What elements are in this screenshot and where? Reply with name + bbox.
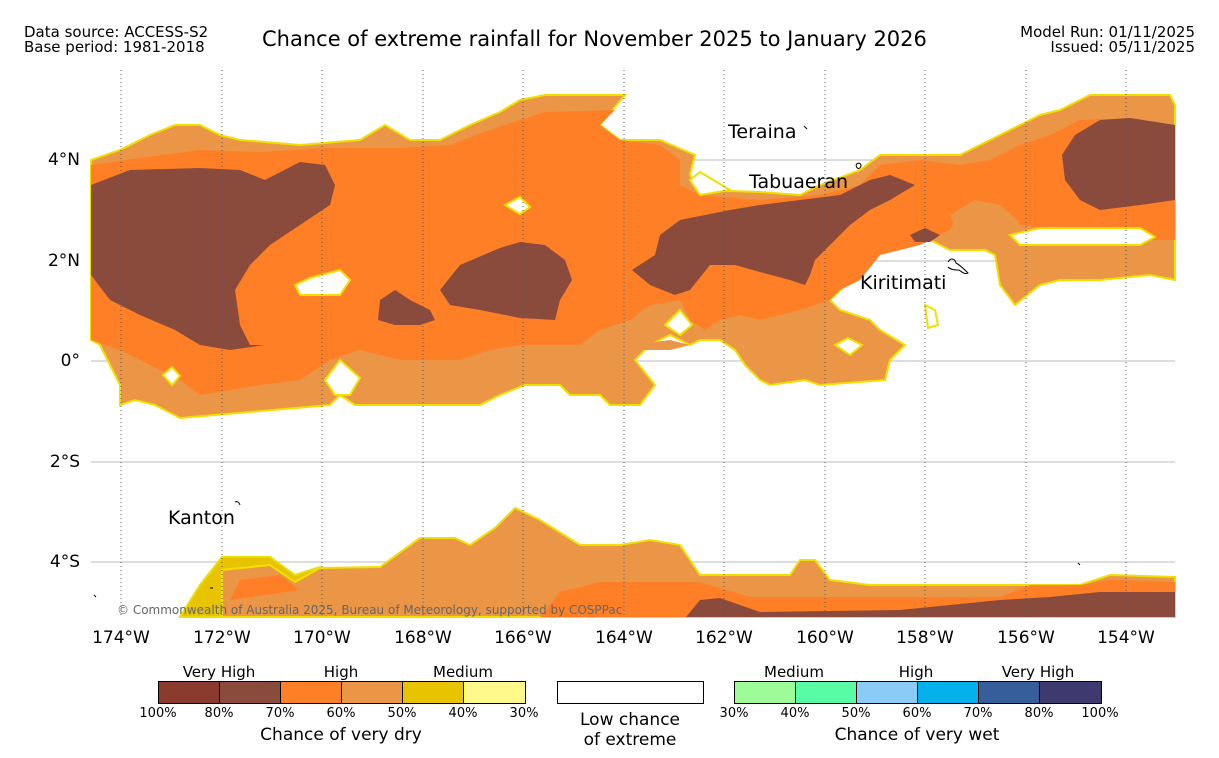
dry-tick: 30% — [509, 706, 539, 721]
dry-tick: 70% — [265, 706, 295, 721]
wet-tick: 40% — [780, 706, 810, 721]
lat-label-0: 0° — [60, 351, 80, 371]
base-period: Base period: 1981-2018 — [24, 38, 205, 56]
dry-legend-title: Chance of very dry — [260, 725, 422, 745]
wet-swatch — [979, 682, 1040, 703]
dry-tick: 60% — [326, 706, 356, 721]
place-kiritimati: Kiritimati — [860, 272, 947, 294]
wet-swatch — [857, 682, 918, 703]
southern-dry-region — [178, 506, 1176, 618]
wet-swatch — [735, 682, 796, 703]
wet-swatch — [918, 682, 979, 703]
dry-swatch — [464, 682, 525, 703]
dry-tick: 80% — [204, 706, 234, 721]
dry-category-very-high: Very High — [182, 663, 256, 681]
dry-swatch — [403, 682, 464, 703]
wet-tick: 70% — [963, 706, 993, 721]
low-chance-line1: Low chance — [580, 710, 680, 730]
lon-label: 170°W — [293, 628, 351, 648]
wet-legend-title: Chance of very wet — [834, 725, 1000, 745]
low-chance-swatch — [557, 681, 704, 704]
low-chance-areas — [161, 170, 1158, 396]
issued-date: Issued: 05/11/2025 — [1050, 38, 1195, 56]
dry-category-high: High — [323, 663, 359, 681]
wet-tick: 60% — [902, 706, 932, 721]
dry-swatch — [220, 682, 281, 703]
lon-label: 172°W — [193, 628, 251, 648]
dry-tick: 40% — [448, 706, 478, 721]
wet-tick: 80% — [1024, 706, 1054, 721]
dry-swatch — [281, 682, 342, 703]
dry-swatch — [159, 682, 220, 703]
wet-colorbar — [734, 681, 1102, 704]
wet-tick: 30% — [719, 706, 749, 721]
wet-category-very-high: Very High — [1001, 663, 1075, 681]
dry-colorbar — [158, 681, 526, 704]
wet-tick: 100% — [1081, 706, 1119, 721]
lon-label: 160°W — [796, 628, 854, 648]
dry-tick: 50% — [387, 706, 417, 721]
wet-category-medium: Medium — [764, 663, 824, 681]
lat-label-2n: 2°N — [47, 251, 80, 271]
place-tabuaeran: Tabuaeran — [749, 171, 849, 193]
wet-category-high: High — [898, 663, 934, 681]
lat-label-4s: 4°S — [49, 552, 80, 572]
dry-category-medium: Medium — [433, 663, 493, 681]
model-run: Model Run: 01/11/2025 — [1020, 23, 1195, 41]
place-kanton: Kanton — [168, 507, 235, 529]
lat-label-2s: 2°S — [49, 452, 80, 472]
lon-label: 154°W — [1097, 628, 1155, 648]
low-chance-line2: of extreme — [583, 730, 677, 750]
page-title: Chance of extreme rainfall for November … — [262, 27, 927, 51]
wet-swatch — [796, 682, 857, 703]
wet-swatch — [1040, 682, 1101, 703]
lon-label: 162°W — [695, 628, 753, 648]
lon-label: 158°W — [896, 628, 954, 648]
low-chance-label: Low chance of extreme — [540, 710, 720, 750]
lon-label: 166°W — [494, 628, 552, 648]
data-source: Data source: ACCESS-S2 — [24, 23, 209, 41]
lon-label: 164°W — [595, 628, 653, 648]
lat-label-4n: 4°N — [47, 150, 80, 170]
place-teraina: Teraina — [728, 121, 797, 143]
wet-tick: 50% — [841, 706, 871, 721]
lon-label: 168°W — [394, 628, 452, 648]
northern-dry-region — [90, 94, 1176, 420]
dry-swatch — [342, 682, 403, 703]
copyright-notice: © Commonwealth of Australia 2025, Bureau… — [117, 603, 623, 617]
islands — [93, 125, 1081, 598]
dry-tick: 100% — [139, 706, 177, 721]
lon-label: 174°W — [92, 628, 150, 648]
lon-label: 156°W — [997, 628, 1055, 648]
